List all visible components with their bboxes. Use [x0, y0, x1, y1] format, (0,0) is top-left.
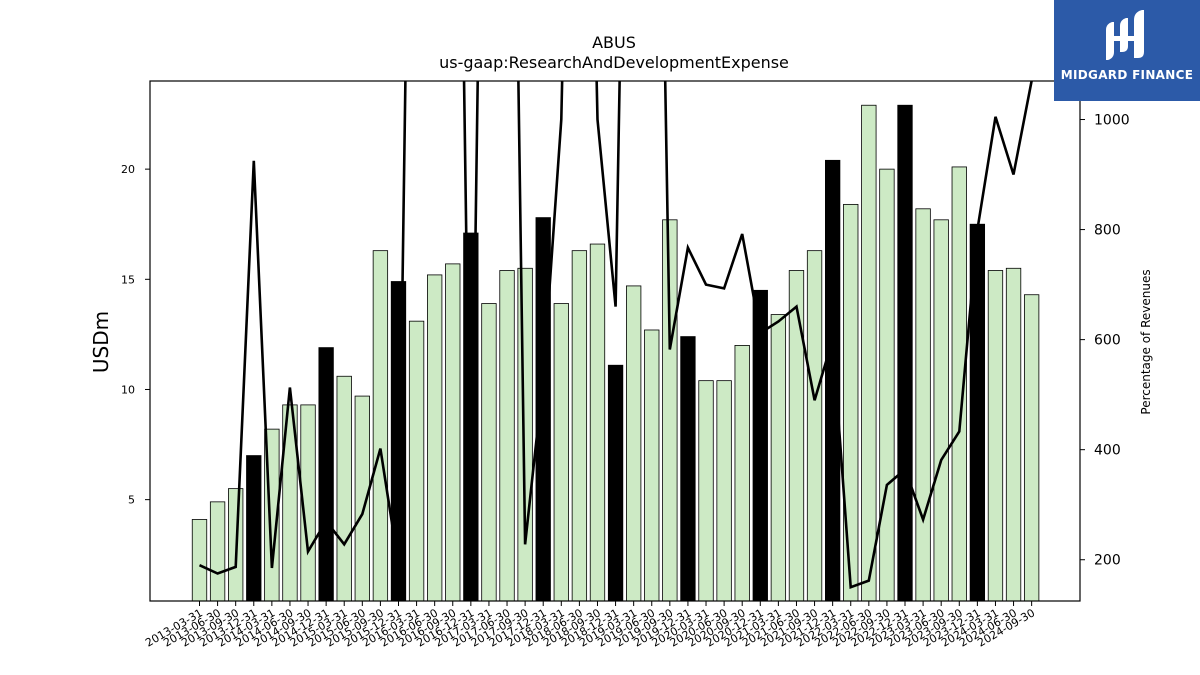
bar-group [191, 104, 1040, 602]
y-tick-label: 10 [121, 383, 135, 396]
bar-2022-06-30 [861, 104, 877, 602]
y2-tick-label: 400 [1094, 443, 1121, 459]
bar-2024-06-30 [1005, 267, 1022, 602]
bar-2024-03-31 [987, 270, 1004, 602]
bar-2018-09-30 [589, 243, 606, 602]
bar-2020-06-30 [716, 380, 732, 602]
bar-2018-06-30 [571, 250, 588, 602]
bar-2023-03-31 [915, 208, 931, 602]
y-tick-label: 20 [121, 163, 135, 176]
bar-2015-03-31 [336, 375, 352, 602]
y-axis-label-left: USDm [89, 311, 113, 373]
brand-name: MIDGARD FINANCE [1060, 68, 1194, 82]
y-axis-right: 200 400 600 800 1000 [1080, 113, 1130, 569]
bar-2015-09-30 [372, 250, 389, 602]
bar-2019-12-31 [680, 336, 696, 602]
bar-2019-06-30 [644, 329, 660, 602]
bar-2013-12-31 [246, 455, 262, 602]
bar-2023-06-30 [933, 219, 949, 602]
y-axis-label-right: Percentage of Revenues [1139, 269, 1153, 414]
bar-2022-03-31 [843, 203, 859, 602]
bar-2013-03-31 [191, 519, 208, 602]
bar-2019-03-31 [626, 285, 642, 602]
y2-tick-label: 600 [1094, 333, 1121, 349]
x-axis: 2013-03-312013-06-302013-09-302013-12-31… [143, 601, 1037, 650]
bar-2020-12-31 [752, 289, 768, 602]
bar-2017-12-31 [535, 217, 551, 602]
plot-frame [149, 80, 1081, 602]
bar-2021-09-30 [806, 250, 823, 602]
chart-title: ABUS [592, 33, 636, 52]
bar-2018-03-31 [553, 303, 569, 602]
bar-2020-03-31 [698, 380, 714, 602]
bar-2016-06-30 [427, 274, 443, 602]
line-series [198, 81, 1033, 590]
bar-2021-03-31 [770, 314, 787, 602]
line-group [198, 81, 1033, 590]
chart-subtitle: us-gaap:ResearchAndDevelopmentExpense [439, 53, 789, 72]
y2-tick-label: 800 [1094, 223, 1121, 239]
brand-logo: MIDGARD FINANCE [1054, 0, 1200, 101]
bar-2018-12-31 [607, 364, 624, 602]
bar-2013-06-30 [209, 501, 226, 602]
bar-2017-03-31 [481, 303, 497, 602]
bar-2020-09-30 [734, 345, 750, 602]
bar-2014-12-31 [318, 347, 334, 602]
bar-2021-12-31 [825, 159, 841, 602]
y-axis-left: 5 10 15 20 [121, 163, 150, 507]
bar-2021-06-30 [788, 270, 805, 602]
bar-2024-09-30 [1023, 294, 1040, 602]
bar-2017-06-30 [499, 270, 515, 602]
bar-2017-09-30 [517, 267, 533, 602]
brand-mark-icon [1106, 10, 1144, 60]
y2-tick-label: 1000 [1094, 113, 1130, 129]
y-tick-label: 15 [121, 273, 135, 286]
bar-2016-03-31 [408, 320, 425, 602]
bar-2022-12-31 [897, 104, 913, 602]
y-tick-label: 5 [128, 494, 135, 507]
bar-2016-09-30 [445, 263, 461, 602]
y2-tick-label: 200 [1094, 553, 1121, 569]
bar-2022-09-30 [879, 168, 895, 602]
